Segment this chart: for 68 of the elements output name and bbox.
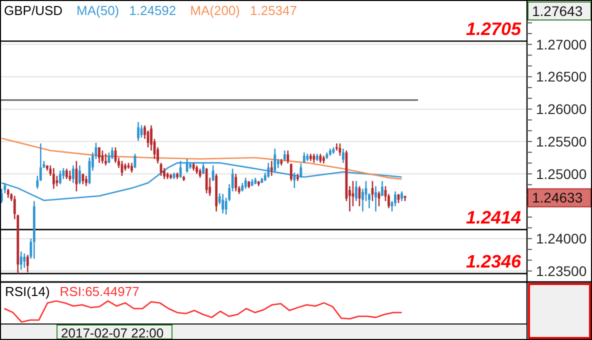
- candlestick: [312, 153, 316, 164]
- candlestick: [23, 252, 26, 268]
- candlestick: [270, 160, 273, 176]
- candlestick: [111, 146, 114, 160]
- candlestick: [26, 254, 29, 273]
- line-series: [0, 138, 402, 180]
- candlestick: [75, 160, 78, 192]
- candlestick: [186, 158, 188, 174]
- candlestick: [163, 167, 166, 180]
- candlestick: [342, 148, 344, 164]
- ref-line-label: 1.2346: [466, 252, 522, 272]
- y-tick-label: 1.27000: [536, 36, 587, 52]
- candlestick: [244, 177, 247, 190]
- candlestick: [381, 180, 384, 197]
- candlestick: [52, 167, 55, 190]
- candlestick: [276, 158, 280, 169]
- line-series: [0, 162, 402, 202]
- candlestick: [302, 152, 306, 164]
- candlestick: [400, 190, 403, 202]
- candlestick: [20, 250, 22, 270]
- candlestick: [137, 121, 140, 142]
- candlestick: [274, 148, 276, 174]
- chart-title: GBP/USD: [4, 3, 63, 18]
- candlestick: [286, 150, 290, 164]
- y-tick-label: 1.23500: [536, 262, 587, 279]
- candlestick: [130, 162, 133, 174]
- candlestick: [104, 153, 107, 166]
- candlestick: [78, 164, 81, 185]
- candlestick: [222, 193, 224, 214]
- candlestick: [319, 153, 322, 164]
- candlestick: [58, 170, 62, 185]
- candlestick: [56, 175, 58, 187]
- text: 2017-02-07 22:00: [61, 326, 164, 340]
- candlestick: [234, 173, 238, 192]
- candlestick: [72, 164, 74, 184]
- text: 1.24633: [532, 190, 583, 206]
- text: 1.27643: [532, 2, 583, 19]
- candlestick: [198, 168, 202, 178]
- y-tick-label: 1.25500: [536, 133, 587, 150]
- candlestick: [6, 188, 10, 198]
- candlestick: [65, 168, 68, 180]
- candlestick: [98, 146, 100, 164]
- candlestick: [283, 150, 286, 162]
- y-tick-label: 1.24000: [536, 230, 587, 247]
- text: MA(50): [76, 3, 120, 18]
- ref-line-label: 1.2705: [466, 19, 522, 40]
- annotation: 1.25347: [250, 3, 297, 18]
- annotation: 1.24592: [129, 3, 176, 18]
- candlestick: [212, 164, 214, 182]
- candlestick: [85, 175, 88, 187]
- text: MA(200): [190, 3, 240, 18]
- candlestick: [205, 167, 208, 194]
- y-tick-label: 1.26500: [536, 68, 587, 85]
- y-tick-label: 1.26000: [536, 101, 587, 118]
- candlestick: [290, 162, 292, 182]
- ref-line-label: 1.2414: [466, 208, 521, 228]
- candlestick: [68, 170, 72, 182]
- candlestick: [62, 167, 65, 180]
- candlestick: [338, 142, 342, 156]
- candlestick: [300, 162, 302, 178]
- candlestick: [374, 186, 377, 212]
- candlestick: [293, 172, 296, 189]
- chart-title: RSI(14): [5, 284, 50, 299]
- candlestick: [202, 162, 205, 175]
- candlestick: [355, 180, 358, 202]
- y-tick-label: 1.25000: [536, 166, 587, 182]
- text: RSI:65.44977: [60, 284, 140, 299]
- candlestick: [267, 162, 270, 178]
